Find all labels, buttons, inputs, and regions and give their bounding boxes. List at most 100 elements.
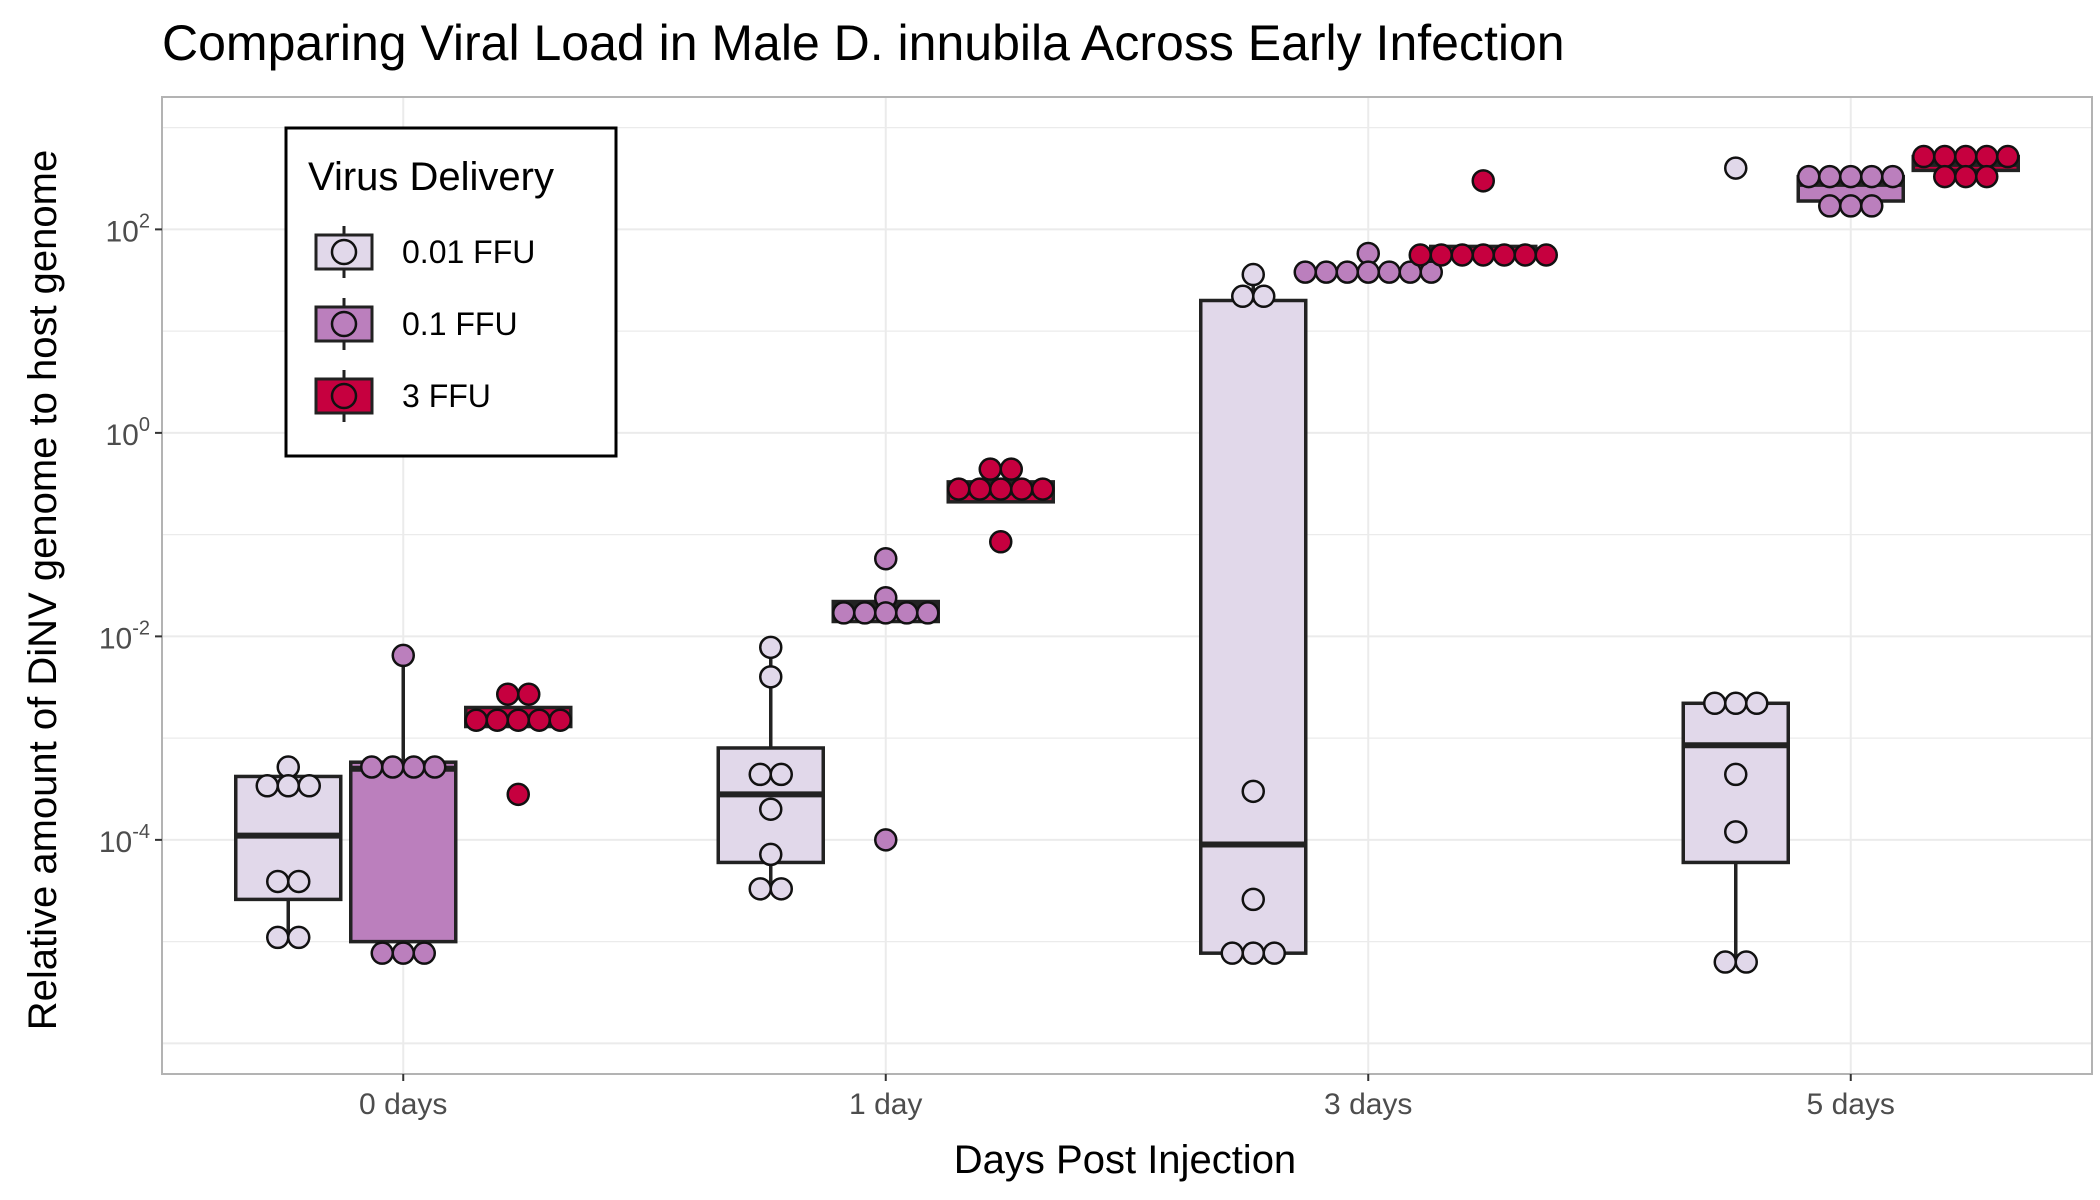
- data-point: [999, 457, 1023, 481]
- data-point: [1241, 262, 1265, 287]
- data-point: [1703, 691, 1727, 716]
- data-point: [1933, 164, 1957, 189]
- data-point: [769, 877, 793, 901]
- data-point: [1429, 243, 1453, 267]
- data-point: [1954, 164, 1978, 189]
- data-point: [769, 762, 793, 787]
- box: [349, 760, 458, 944]
- y-axis-title: Relative amount of DiNV genome to host g…: [21, 150, 65, 1031]
- data-point: [989, 477, 1013, 501]
- legend-key-point: [330, 382, 358, 410]
- data-point: [287, 925, 311, 950]
- data-point: [1471, 243, 1495, 267]
- data-point: [1252, 284, 1276, 309]
- data-point: [748, 877, 772, 901]
- data-point: [1241, 941, 1265, 965]
- data-point: [1450, 243, 1474, 267]
- data-point: [548, 708, 572, 732]
- legend-key-point: [330, 238, 358, 266]
- data-point: [895, 601, 919, 625]
- data-point: [748, 762, 772, 787]
- data-point: [1377, 260, 1401, 284]
- data-point: [978, 457, 1002, 481]
- data-point: [485, 708, 509, 732]
- data-point: [1954, 144, 1978, 169]
- y-tick-label: 100: [106, 414, 151, 452]
- data-point: [1745, 691, 1769, 716]
- data-point: [1241, 887, 1265, 912]
- data-point: [1513, 243, 1537, 267]
- data-point: [412, 941, 436, 965]
- data-point: [1933, 144, 1957, 169]
- data-point: [297, 774, 321, 798]
- data-point: [1408, 243, 1432, 267]
- data-point: [968, 477, 992, 501]
- data-point: [1492, 243, 1516, 267]
- data-point: [464, 708, 488, 732]
- panel-border: [161, 96, 2093, 1075]
- data-point: [1912, 144, 1936, 169]
- data-point: [381, 755, 405, 779]
- legend-title: Virus Delivery: [308, 155, 554, 199]
- data-point: [1010, 477, 1034, 501]
- data-point: [1724, 156, 1748, 180]
- data-point: [874, 546, 898, 571]
- data-point: [759, 842, 783, 867]
- data-point: [1031, 477, 1055, 501]
- data-point: [1975, 164, 1999, 189]
- data-point: [759, 635, 783, 660]
- data-point: [1534, 243, 1558, 267]
- y-tick-label: 102: [106, 210, 151, 248]
- data-point: [1356, 260, 1380, 284]
- y-tick-label: 10-4: [99, 821, 150, 859]
- data-point: [1975, 144, 1999, 169]
- legend-label: 0.1 FFU: [402, 306, 518, 342]
- y-axis-ticks: 10-4 10-2 100 102: [99, 210, 162, 859]
- data-point: [1818, 164, 1842, 189]
- x-axis-title: Days Post Injection: [954, 1138, 1296, 1182]
- data-points: [255, 144, 2020, 974]
- data-point: [853, 601, 877, 625]
- legend-keys: 0.01 FFU 0.1 FFU 3 FFU: [314, 226, 535, 422]
- data-point: [506, 782, 530, 807]
- data-point: [1419, 260, 1443, 284]
- data-point: [874, 601, 898, 625]
- data-point: [1293, 260, 1317, 284]
- data-point: [1241, 779, 1265, 804]
- data-point: [916, 601, 940, 625]
- data-point: [1839, 164, 1863, 189]
- data-point: [832, 601, 856, 625]
- data-point: [1314, 260, 1338, 284]
- x-tick-label: 5 days: [1807, 1088, 1895, 1121]
- data-point: [1724, 691, 1748, 716]
- data-point: [423, 755, 447, 779]
- data-point: [496, 682, 520, 706]
- data-point: [874, 828, 898, 852]
- data-point: [1220, 941, 1244, 965]
- data-point: [1713, 950, 1737, 974]
- chart-title: Comparing Viral Load in Male D. innubila…: [162, 15, 1565, 71]
- data-point: [287, 869, 311, 894]
- box: [1199, 298, 1308, 955]
- data-point: [527, 708, 551, 732]
- legend-label: 0.01 FFU: [402, 234, 535, 270]
- data-point: [402, 755, 426, 779]
- legend-key-point: [330, 310, 358, 338]
- data-point: [1724, 820, 1748, 844]
- data-point: [276, 774, 300, 798]
- y-tick-label: 10-2: [99, 617, 150, 655]
- data-point: [1839, 194, 1863, 218]
- data-point: [391, 941, 415, 965]
- data-point: [255, 774, 279, 798]
- data-point: [1471, 169, 1495, 193]
- data-point: [1860, 194, 1884, 218]
- data-point: [1335, 260, 1359, 284]
- data-point: [266, 925, 290, 950]
- data-point: [1860, 164, 1884, 189]
- data-point: [989, 530, 1013, 554]
- x-tick-label: 3 days: [1324, 1088, 1412, 1121]
- data-point: [391, 643, 415, 668]
- data-point: [947, 477, 971, 501]
- legend-label: 3 FFU: [402, 378, 491, 414]
